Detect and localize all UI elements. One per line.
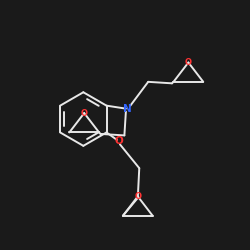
Text: O: O: [185, 58, 192, 67]
Text: O: O: [114, 136, 123, 146]
Text: N: N: [123, 104, 132, 114]
Text: O: O: [134, 192, 141, 201]
Text: O: O: [81, 108, 88, 118]
